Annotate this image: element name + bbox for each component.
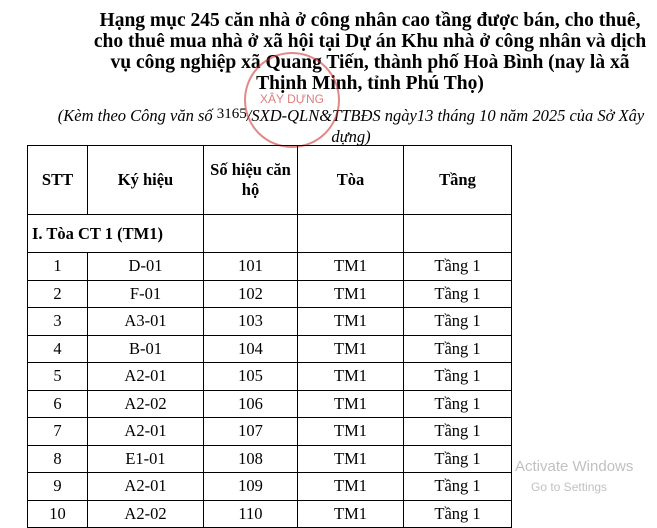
- section-row: I. Tòa CT 1 (TM1): [27, 214, 512, 253]
- table-cell: TM1: [297, 417, 404, 446]
- table-row: 10 A2-02 110 TM1 Tầng 1: [27, 499, 512, 528]
- table-header-row: STT Ký hiệu Số hiệu căn hộ Tòa Tầng: [27, 145, 512, 215]
- table-cell: 107: [203, 417, 298, 446]
- subtitle-prefix: (Kèm theo Công văn số: [57, 106, 217, 125]
- table-cell: Tầng 1: [403, 389, 512, 418]
- table-row: 8 E1-01 108 TM1 Tầng 1: [27, 444, 512, 473]
- watermark-line1: Activate Windows: [515, 458, 634, 475]
- column-header: Tầng: [403, 145, 512, 215]
- table-cell: 1: [27, 252, 88, 281]
- table-cell: TM1: [297, 279, 404, 308]
- table-cell: 109: [203, 472, 298, 501]
- table-cell: TM1: [297, 444, 404, 473]
- column-header: STT: [27, 145, 88, 215]
- table-row: 6 A2-02 106 TM1 Tầng 1: [27, 389, 512, 418]
- table-cell: TM1: [297, 499, 404, 528]
- document-title: Hạng mục 245 căn nhà ở công nhân cao tần…: [93, 10, 647, 94]
- table-cell: Tầng 1: [403, 417, 512, 446]
- apartment-table: STT Ký hiệu Số hiệu căn hộ Tòa Tầng I. Tòa C…: [27, 145, 512, 528]
- table-cell: TM1: [297, 252, 404, 281]
- table-cell: 105: [203, 362, 298, 391]
- table-cell: F-01: [87, 279, 204, 308]
- table-cell: 104: [203, 334, 298, 363]
- table-cell: A2-01: [87, 472, 204, 501]
- column-header: Ký hiệu: [87, 145, 204, 215]
- table-cell: TM1: [297, 472, 404, 501]
- empty-cell: [297, 214, 404, 253]
- table-cell: E1-01: [87, 444, 204, 473]
- table-cell: Tầng 1: [403, 444, 512, 473]
- table-cell: 2: [27, 279, 88, 308]
- table-row: 2 F-01 102 TM1 Tầng 1: [27, 279, 512, 308]
- table-cell: 110: [203, 499, 298, 528]
- table-cell: Tầng 1: [403, 499, 512, 528]
- table-cell: 102: [203, 279, 298, 308]
- table-cell: TM1: [297, 362, 404, 391]
- table-cell: 9: [27, 472, 88, 501]
- table-cell: 8: [27, 444, 88, 473]
- table-cell: 5: [27, 362, 88, 391]
- table-cell: TM1: [297, 334, 404, 363]
- table-cell: Tầng 1: [403, 472, 512, 501]
- table-cell: A2-01: [87, 362, 204, 391]
- empty-cell: [203, 214, 298, 253]
- table-cell: 7: [27, 417, 88, 446]
- document-number: 3165: [216, 106, 247, 122]
- table-row: 9 A2-01 109 TM1 Tầng 1: [27, 472, 512, 501]
- table-cell: 3: [27, 307, 88, 336]
- table-cell: Tầng 1: [403, 279, 512, 308]
- table-cell: A2-02: [87, 499, 204, 528]
- table-cell: 4: [27, 334, 88, 363]
- table-cell: 101: [203, 252, 298, 281]
- table-cell: B-01: [87, 334, 204, 363]
- table-cell: Tầng 1: [403, 252, 512, 281]
- table-cell: Tầng 1: [403, 307, 512, 336]
- table-cell: A3-01: [87, 307, 204, 336]
- table-row: 4 B-01 104 TM1 Tầng 1: [27, 334, 512, 363]
- column-header: Tòa: [297, 145, 404, 215]
- table-row: 3 A3-01 103 TM1 Tầng 1: [27, 307, 512, 336]
- table-cell: 106: [203, 389, 298, 418]
- table-cell: TM1: [297, 307, 404, 336]
- table-row: 7 A2-01 107 TM1 Tầng 1: [27, 417, 512, 446]
- activation-watermark: Activate Windows Go to Settings: [515, 456, 653, 498]
- table-cell: 103: [203, 307, 298, 336]
- table-row: 1 D-01 101 TM1 Tầng 1: [27, 252, 512, 281]
- section-label: I. Tòa CT 1 (TM1): [27, 214, 204, 253]
- table-cell: 10: [27, 499, 88, 528]
- table-cell: 6: [27, 389, 88, 418]
- table-cell: D-01: [87, 252, 204, 281]
- watermark-line2: Go to Settings: [531, 480, 608, 494]
- table-cell: Tầng 1: [403, 362, 512, 391]
- empty-cell: [403, 214, 512, 253]
- column-header: Số hiệu căn hộ: [203, 145, 298, 215]
- document-subtitle: (Kèm theo Công văn số 3165/SXD-QLN&TTBĐS…: [52, 104, 650, 147]
- table-row: 5 A2-01 105 TM1 Tầng 1: [27, 362, 512, 391]
- table-cell: TM1: [297, 389, 404, 418]
- table-cell: A2-02: [87, 389, 204, 418]
- table-cell: A2-01: [87, 417, 204, 446]
- table-cell: 108: [203, 444, 298, 473]
- subtitle-suffix: /SXD-QLN&TTBĐS ngày13 tháng 10 năm 2025 …: [246, 106, 645, 146]
- table-cell: Tầng 1: [403, 334, 512, 363]
